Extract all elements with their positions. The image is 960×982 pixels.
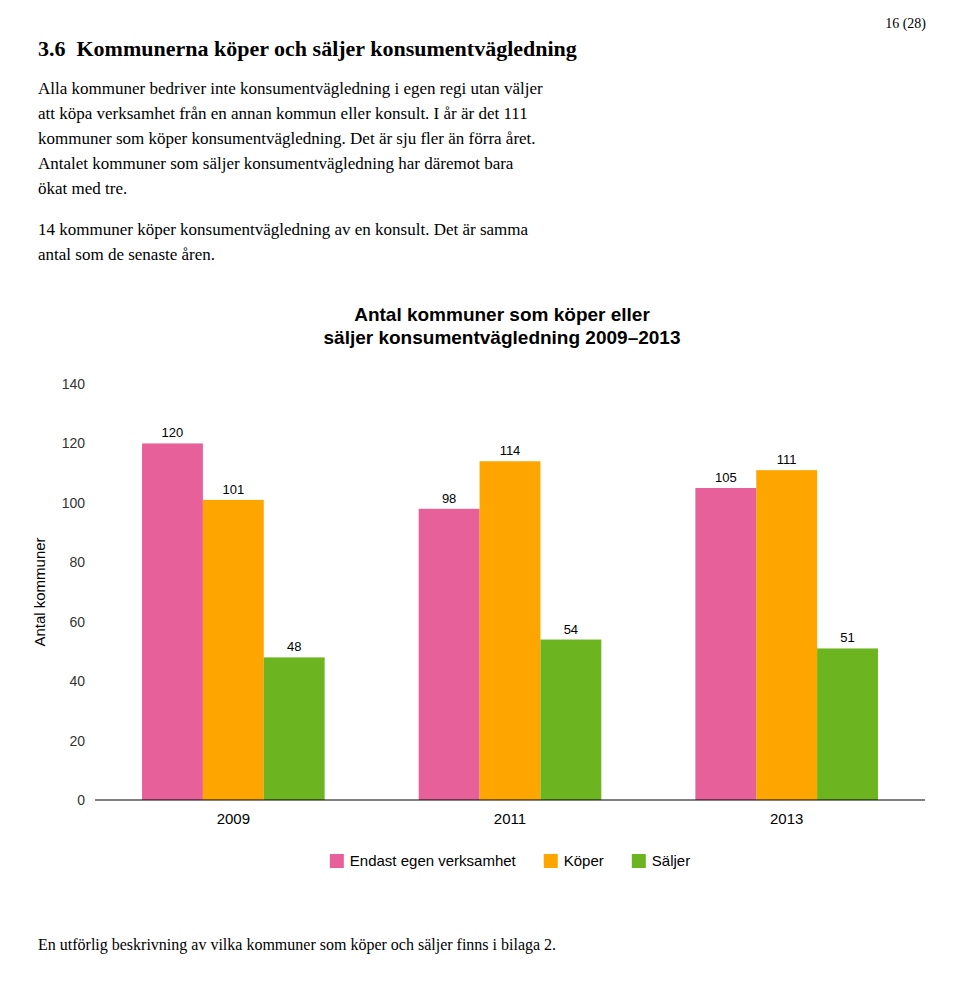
legend-label: Köper xyxy=(564,852,604,869)
legend-item: Endast egen verksamhet xyxy=(330,852,517,869)
chart-title-line: säljer konsumentvägledning 2009–2013 xyxy=(324,327,681,348)
bar xyxy=(203,500,264,800)
footer: En utförlig beskrivning av vilka kommune… xyxy=(38,936,556,954)
paragraph-line: Alla kommuner bedriver inte konsumentväg… xyxy=(38,79,543,98)
bars xyxy=(142,443,878,800)
data-label: 101 xyxy=(222,482,244,497)
paragraph-line: att köpa verksamhet från en annan kommun… xyxy=(38,104,528,123)
page: 16 (28) 3.6 Kommunerna köper och säljer k… xyxy=(0,0,960,982)
bar xyxy=(756,470,817,800)
data-label: 105 xyxy=(715,470,737,485)
bar xyxy=(142,443,203,800)
data-label: 48 xyxy=(287,639,301,654)
x-tick-label: 2009 xyxy=(217,810,250,827)
y-tick-label: 20 xyxy=(69,733,85,749)
legend: Endast egen verksamhet Köper Säljer xyxy=(330,852,690,869)
legend-swatch xyxy=(544,854,558,868)
data-label: 54 xyxy=(564,622,578,637)
legend-swatch xyxy=(632,854,646,868)
y-tick-label: 0 xyxy=(77,792,85,808)
y-tick-label: 140 xyxy=(62,376,86,392)
y-tick-label: 60 xyxy=(69,614,85,630)
x-tick-label: 2011 xyxy=(494,810,526,827)
legend-label: Endast egen verksamhet xyxy=(350,852,517,869)
legend-swatch xyxy=(330,854,344,868)
y-tick-label: 100 xyxy=(62,495,86,511)
legend-item: Säljer xyxy=(632,852,690,869)
paragraph-line: ökat med tre. xyxy=(38,179,127,198)
chart-title: Antal kommuner som köper ellersäljer kon… xyxy=(324,304,681,348)
legend-label: Säljer xyxy=(652,852,690,869)
data-label: 51 xyxy=(840,630,854,645)
y-axis-label: Antal kommuner xyxy=(31,537,48,646)
bar xyxy=(695,488,756,800)
bar xyxy=(540,640,601,800)
paragraph-line: antal som de senaste åren. xyxy=(38,245,215,264)
data-label: 120 xyxy=(162,425,184,440)
bar xyxy=(419,509,480,800)
data-labels: 120 98 105 101 114 111 48 54 51 xyxy=(162,425,855,654)
paragraph-line: Antalet kommuner som säljer konsumentväg… xyxy=(38,154,514,173)
bar xyxy=(264,657,325,800)
y-tick-label: 80 xyxy=(69,554,85,570)
legend-item: Köper xyxy=(544,852,604,869)
paragraph-line: kommuner som köper konsumentvägledning. … xyxy=(38,129,536,148)
paragraph-line: 14 kommuner köper konsumentvägledning av… xyxy=(38,220,529,239)
data-label: 98 xyxy=(442,491,456,506)
bar xyxy=(480,461,541,800)
y-tick-label: 120 xyxy=(62,435,86,451)
heading: 3.6 Kommunerna köper och säljer konsumen… xyxy=(38,36,577,61)
x-axis-line xyxy=(95,800,925,801)
page-number: 16 (28) xyxy=(885,16,926,32)
bar xyxy=(817,648,878,800)
data-label: 111 xyxy=(777,452,797,467)
x-tick-label: 2013 xyxy=(770,810,803,827)
chart-title-line: Antal kommuner som köper eller xyxy=(354,304,650,325)
y-tick-label: 40 xyxy=(69,673,85,689)
data-label: 114 xyxy=(500,443,521,458)
